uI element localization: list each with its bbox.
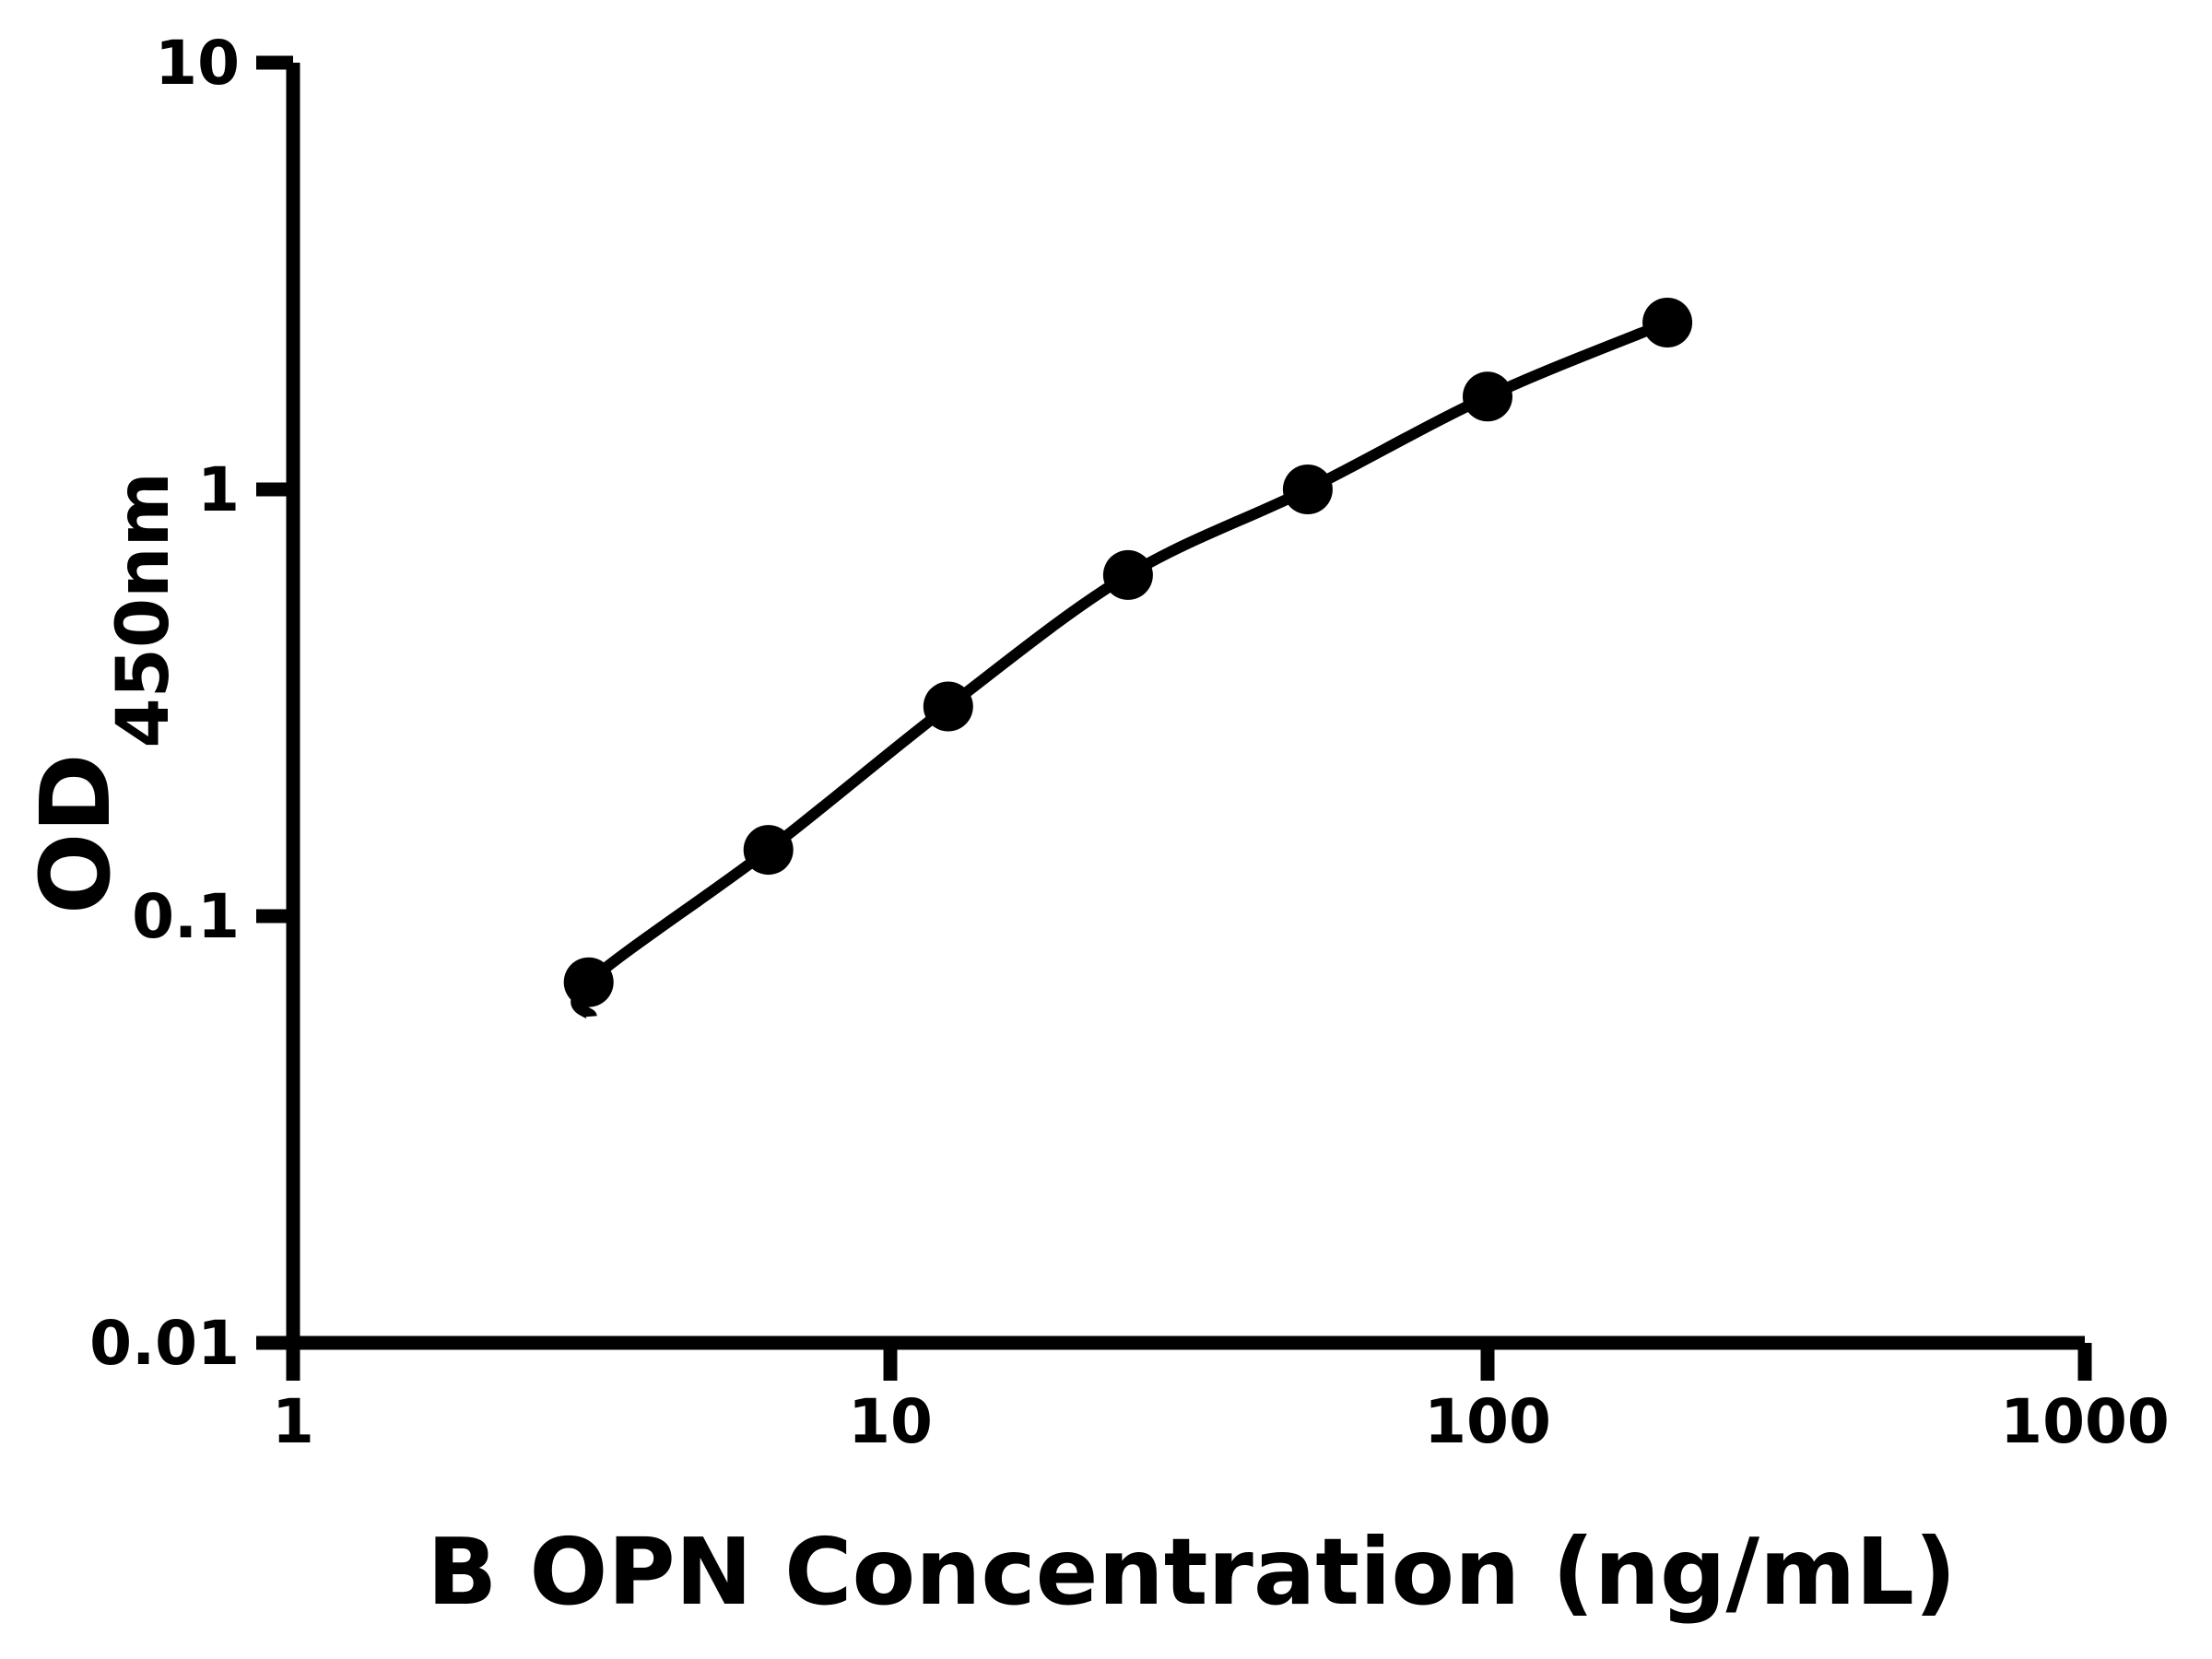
y-tick-label-1: 1 — [197, 454, 240, 525]
y-axis-title: OD 450nm — [19, 472, 185, 914]
axis-spines — [286, 63, 2085, 1350]
x-tick-label-10: 10 — [848, 1386, 933, 1457]
data-points — [563, 298, 1693, 1007]
x-tick-label-100: 100 — [1424, 1386, 1551, 1457]
data-point — [1282, 465, 1333, 514]
data-point — [1102, 549, 1153, 600]
x-tick-labels: 1 10 100 1000 — [272, 1386, 2170, 1457]
data-point — [1463, 371, 1512, 422]
data-point — [1642, 298, 1693, 347]
data-point — [563, 957, 614, 1007]
x-tick-label-1000: 1000 — [2000, 1386, 2170, 1457]
x-axis-ticks — [286, 1343, 2092, 1381]
y-axis-title-subscript: 450nm — [102, 472, 185, 748]
data-point — [923, 681, 973, 732]
y-tick-label-0-01: 0.01 — [89, 1308, 240, 1379]
fit-curve-line — [571, 317, 1670, 1020]
y-tick-label-10: 10 — [155, 28, 240, 99]
y-tick-labels: 10 1 0.1 0.01 — [89, 28, 240, 1379]
x-axis-title: B OPN Concentration (ng/mL) — [427, 1518, 1956, 1626]
y-tick-label-0-1: 0.1 — [132, 881, 240, 952]
x-tick-label-1: 1 — [272, 1386, 314, 1457]
y-axis-title-main: OD — [19, 753, 132, 914]
data-point — [743, 825, 794, 876]
